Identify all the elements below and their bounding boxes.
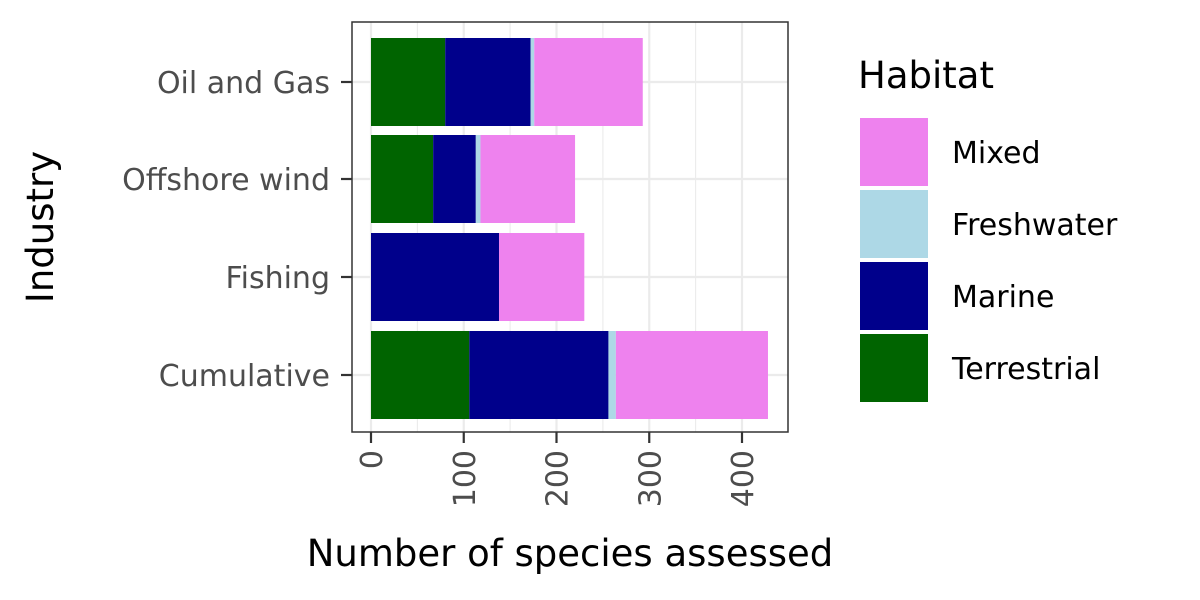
bar-marine — [433, 135, 476, 223]
legend-key-freshwater — [860, 190, 928, 258]
x-tick-label: 400 — [726, 450, 761, 507]
bar-freshwater — [608, 331, 616, 419]
y-axis: Oil and Gas Offshore wind Fishing Cumulativ… — [122, 66, 352, 394]
legend-label-mixed: Mixed — [952, 136, 1041, 171]
bar-freshwater — [530, 38, 535, 126]
y-axis-title: Industry — [19, 151, 62, 303]
bar-mixed — [498, 233, 585, 321]
x-axis: 0 100 200 300 400 — [355, 432, 761, 507]
legend-label-marine: Marine — [952, 280, 1054, 315]
bar-terrestrial — [371, 135, 434, 223]
panel-border — [351, 21, 789, 433]
bar-terrestrial — [371, 38, 446, 126]
legend-key-marine — [860, 262, 928, 330]
bar-marine — [445, 38, 531, 126]
bar-freshwater — [475, 135, 481, 223]
legend-key-mixed — [860, 118, 928, 186]
bars — [371, 38, 768, 419]
legend-label-terrestrial: Terrestrial — [951, 352, 1100, 387]
bar-marine — [371, 233, 499, 321]
legend-key-terrestrial — [860, 334, 928, 402]
legend: Habitat Mixed Freshwater Marine Terrestrial — [858, 54, 1118, 402]
legend-title: Habitat — [858, 54, 994, 97]
legend-label-freshwater: Freshwater — [952, 208, 1118, 243]
bar-mixed — [615, 331, 768, 419]
y-tick-label: Oil and Gas — [157, 66, 330, 101]
x-tick-label: 100 — [448, 450, 483, 507]
y-tick-label: Offshore wind — [122, 163, 330, 198]
bar-terrestrial — [371, 331, 470, 419]
x-axis-title: Number of species assessed — [307, 532, 834, 575]
x-tick-label: 300 — [633, 450, 668, 507]
bar-mixed — [480, 135, 576, 223]
bar-marine — [469, 331, 609, 419]
y-tick-label: Fishing — [226, 261, 330, 296]
y-tick-label: Cumulative — [159, 359, 330, 394]
x-tick-label: 200 — [541, 450, 576, 507]
x-tick-label: 0 — [355, 450, 390, 469]
bar-mixed — [534, 38, 643, 126]
